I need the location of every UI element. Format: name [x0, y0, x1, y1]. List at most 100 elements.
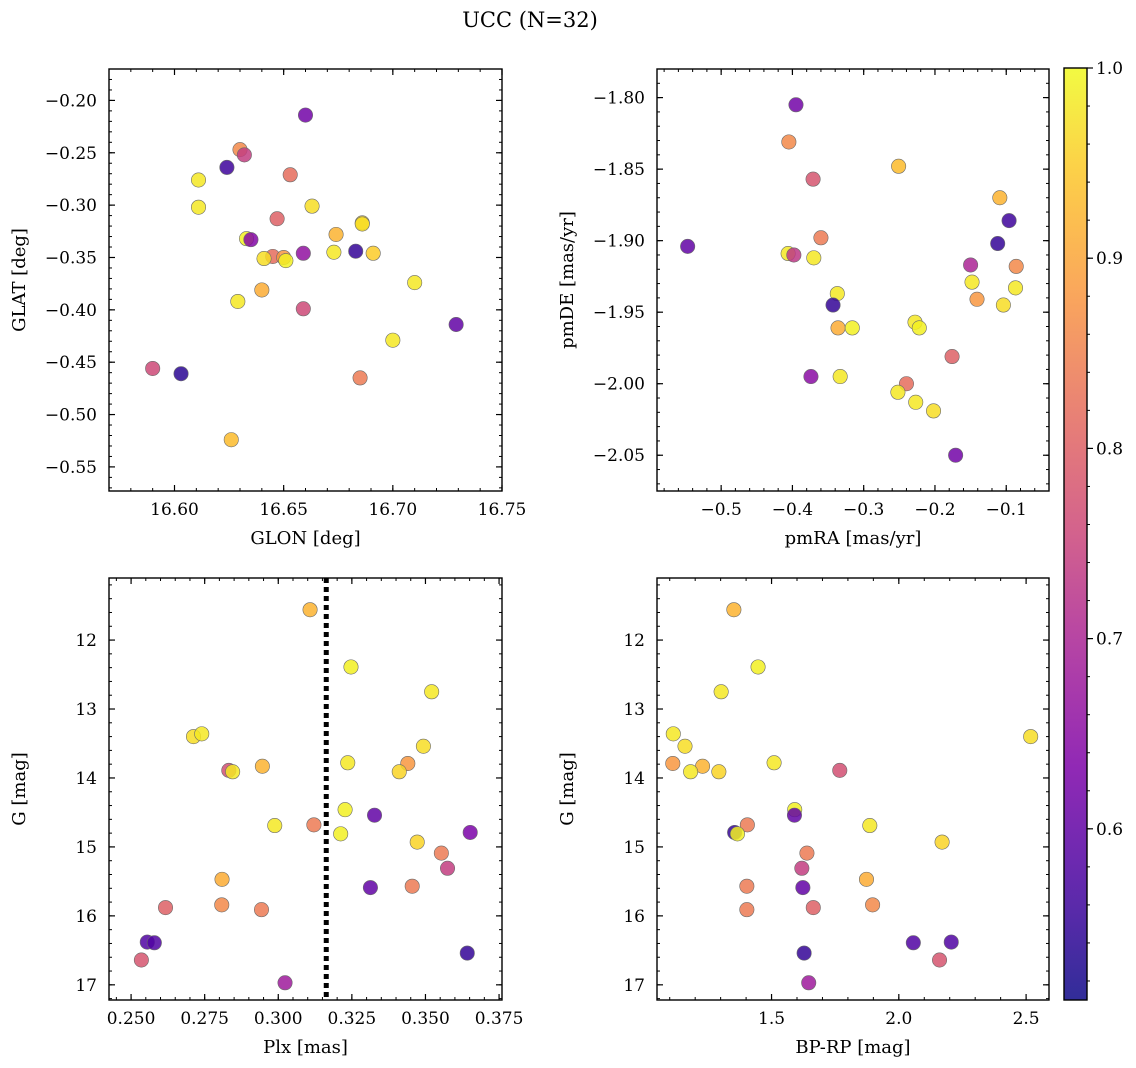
colorbar-tick-label: 0.9: [1096, 249, 1123, 269]
x-tick-label: 16.70: [368, 500, 417, 520]
colorbar-tick-label: 0.7: [1096, 630, 1123, 650]
scatter-point: [911, 320, 927, 336]
y-tick-label: 17: [75, 976, 97, 996]
y-axis-label: GLAT [deg]: [9, 228, 30, 332]
scatter-point: [225, 764, 241, 780]
colorbar-frame: [1063, 67, 1088, 1001]
colorbar-tick-label: 1.0: [1096, 59, 1123, 79]
scatter-point: [343, 659, 359, 675]
x-tick-label: 0.275: [180, 1009, 229, 1029]
y-tick-label: −0.45: [45, 353, 97, 373]
scatter-point: [794, 860, 810, 876]
colorbar-gradient: [1064, 68, 1087, 1000]
y-tick-label: −0.35: [45, 248, 97, 268]
y-tick-label: 15: [75, 838, 97, 858]
panel-bprp-g: 1.5 2.0 2.5 12 13 14 15 16 17 BP-RP [mag] G [mag]: [557, 577, 1050, 1058]
scatter-point: [943, 934, 959, 950]
scatter-point: [729, 826, 745, 842]
scatter-point: [191, 199, 207, 215]
scatter-point: [304, 198, 320, 214]
x-tick-label: 2.0: [885, 1009, 912, 1029]
scatter-point: [683, 764, 699, 780]
scatter-point: [1001, 213, 1017, 229]
panel-plx-g: 0.250 0.275 0.300 0.325 0.350 0.375 12 13 14 15 16…: [9, 577, 524, 1058]
scatter-point: [256, 251, 272, 267]
scatter-point: [677, 738, 693, 754]
scatter-point: [267, 818, 283, 834]
y-tick-label: 12: [75, 631, 97, 651]
scatter-point: [254, 282, 270, 298]
scatter-point: [665, 755, 681, 771]
scatter-point: [337, 802, 353, 818]
scatter-point: [825, 297, 841, 313]
plot-area: [109, 578, 502, 1000]
scatter-point: [680, 238, 696, 254]
scatter-point: [173, 366, 189, 382]
scatter-point: [781, 134, 797, 150]
scatter-point: [905, 935, 921, 951]
y-tick-label: 12: [623, 631, 645, 651]
scatter-point: [306, 817, 322, 833]
scatter-point: [295, 245, 311, 261]
x-tick-label: −0.2: [914, 500, 955, 520]
scatter-point: [813, 230, 829, 246]
scatter-point: [964, 274, 980, 290]
x-tick-label: 0.325: [328, 1009, 377, 1029]
scatter-point: [865, 897, 881, 913]
x-axis-label: GLON [deg]: [250, 528, 360, 549]
x-tick-label: −0.5: [701, 500, 742, 520]
scatter-point: [969, 291, 985, 307]
x-tick-label: 0.300: [254, 1009, 303, 1029]
scatter-point: [1023, 729, 1039, 745]
scatter-point: [932, 952, 948, 968]
scatter-point: [295, 301, 311, 317]
scatter-point: [801, 975, 817, 991]
y-tick-label: −0.25: [45, 144, 97, 164]
x-tick-label: 1.5: [758, 1009, 785, 1029]
y-tick-label: −0.20: [45, 91, 97, 111]
plot-frame: [108, 68, 503, 492]
y-axis-label: G [mag]: [9, 752, 30, 825]
y-tick-label: −2.00: [593, 375, 645, 395]
scatter-point: [194, 726, 210, 742]
scatter-point: [133, 952, 149, 968]
y-tick-label: −1.80: [593, 89, 645, 109]
y-tick-label: −0.50: [45, 406, 97, 426]
scatter-point: [158, 900, 174, 916]
scatter-point: [146, 935, 162, 951]
scatter-point: [990, 236, 1006, 252]
x-tick-label: 16.65: [259, 500, 308, 520]
y-tick-label: 15: [623, 838, 645, 858]
y-tick-label: −1.95: [593, 303, 645, 323]
scatter-point: [908, 394, 924, 410]
y-tick-label: −2.05: [593, 446, 645, 466]
scatter-point: [739, 878, 755, 894]
scatter-point: [404, 878, 420, 894]
scatter-point: [254, 758, 270, 774]
scatter-point: [726, 602, 742, 618]
scatter-point: [832, 369, 848, 385]
scatter-point: [214, 871, 230, 887]
x-tick-label: −0.3: [843, 500, 884, 520]
scatter-point: [354, 216, 370, 232]
scatter-point: [799, 845, 815, 861]
x-axis-label: BP-RP [mag]: [795, 1037, 910, 1058]
scatter-point: [805, 900, 821, 916]
x-tick-label: 0.250: [107, 1009, 156, 1029]
y-tick-label: 13: [623, 700, 645, 720]
scatter-point: [891, 158, 907, 174]
panel-pmra-pmde: −0.5 −0.4 −0.3 −0.2 −0.1 −2.05 −2.00 −1.95 −1.90…: [557, 68, 1050, 549]
scatter-point: [832, 762, 848, 778]
scatter-point: [750, 659, 766, 675]
x-tick-label: 0.350: [401, 1009, 450, 1029]
scatter-point: [796, 945, 812, 961]
y-tick-label: −0.40: [45, 301, 97, 321]
y-tick-label: 13: [75, 700, 97, 720]
y-tick-label: 14: [75, 769, 97, 789]
x-axis-label: pmRA [mas/yr]: [785, 528, 922, 549]
x-tick-label: −0.1: [986, 500, 1027, 520]
x-tick-label: 0.375: [475, 1009, 524, 1029]
y-axis-label: pmDE [mas/yr]: [557, 211, 578, 349]
scatter-point: [805, 171, 821, 187]
scatter-point: [786, 807, 802, 823]
